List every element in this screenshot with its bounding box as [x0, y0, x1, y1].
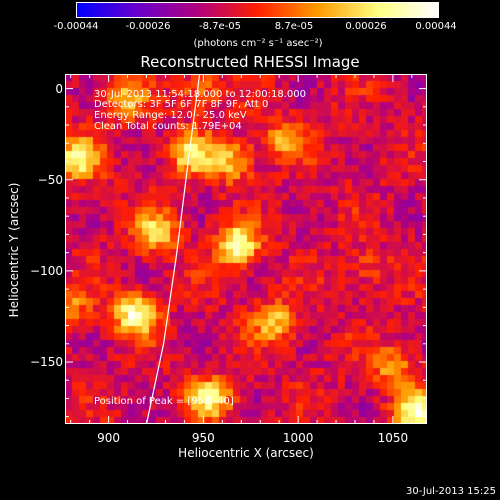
chart-title: Reconstructed RHESSI Image: [140, 53, 360, 71]
x-axis-label: Heliocentric X (arcsec): [178, 446, 314, 460]
colorbar-tick: 0.00044: [415, 21, 457, 32]
colorbar: [76, 2, 439, 18]
time-range-label: 30-Jul-2013 11:54:18.000 to 12:00:18.000: [94, 89, 306, 100]
y-tick-label: −150: [30, 355, 63, 370]
colorbar-tick: 8.7e-05: [274, 21, 314, 32]
x-tick-label: 900: [97, 431, 121, 445]
y-axis-label: Heliocentric Y (arcsec): [7, 182, 21, 318]
plot-area: 30-Jul-2013 11:54:18.000 to 12:00:18.000…: [65, 74, 427, 424]
timestamp: 30-Jul-2013 15:25: [405, 486, 496, 497]
y-tick-label: 0: [55, 81, 63, 96]
detectors-label: Detectors: 3F 5F 6F 7F 8F 9F, Att 0: [94, 99, 269, 110]
solar-limb-line: [145, 74, 201, 424]
colorbar-tick: -8.7e-05: [199, 21, 241, 32]
method-label: Clean Total counts: 1.79E+04: [94, 121, 242, 132]
colorbar-tick: -0.00026: [125, 21, 171, 32]
y-tick-label: −50: [37, 172, 63, 187]
colorbar-tick: -0.00044: [53, 21, 99, 32]
colorbar-tick: 0.00026: [345, 21, 387, 32]
x-tick-label: 950: [191, 431, 215, 445]
energy-range-label: Energy Range: 12.0 - 25.0 keV: [94, 110, 247, 121]
y-tick-label: −100: [30, 263, 63, 278]
colorbar-unit-label: (photons cm⁻² s⁻¹ asec⁻²): [193, 38, 323, 49]
x-tick-label: 1000: [282, 431, 314, 445]
plot-frame-border: [65, 74, 427, 424]
x-tick-label: 1050: [377, 431, 409, 445]
heatmap-image: [65, 74, 427, 424]
peak-position-label: Position of Peak = [958,-40]: [94, 396, 234, 407]
axes: [65, 74, 427, 424]
